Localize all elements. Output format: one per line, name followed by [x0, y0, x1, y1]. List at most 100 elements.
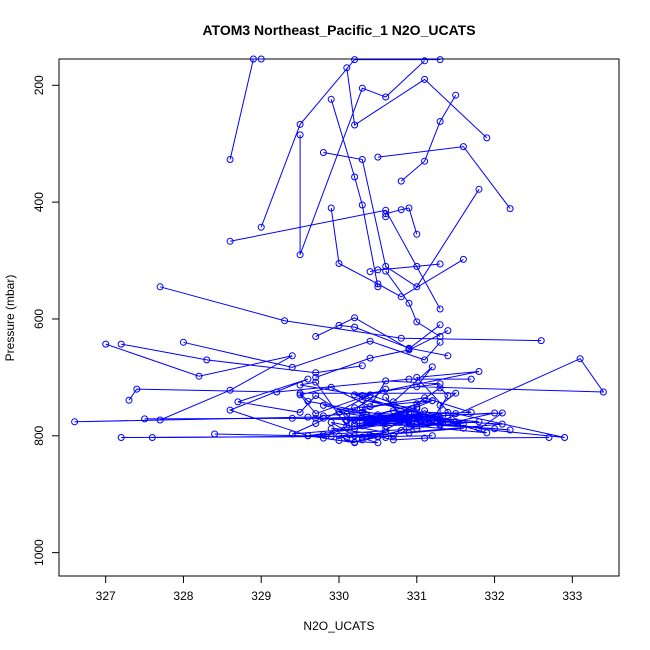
- data-point: [133, 385, 141, 393]
- data-point: [351, 438, 359, 446]
- data-point: [428, 397, 436, 405]
- data-point: [179, 338, 187, 346]
- data-point: [382, 267, 390, 275]
- series-line: [159, 286, 542, 342]
- data-point: [335, 321, 343, 329]
- data-point: [444, 418, 452, 426]
- data-point: [405, 413, 413, 421]
- data-point: [319, 401, 327, 409]
- data-point: [366, 268, 374, 276]
- data-point: [436, 380, 444, 388]
- data-point: [452, 418, 460, 426]
- data-point: [498, 409, 506, 417]
- series-13: [296, 57, 429, 259]
- x-tick-label: 329: [251, 589, 271, 603]
- data-point: [436, 321, 444, 329]
- series-line: [323, 152, 480, 288]
- y-axis: 200 400 600 800 1000: [32, 75, 60, 566]
- data-point: [467, 408, 475, 416]
- series-20: [366, 260, 444, 276]
- data-point: [358, 404, 366, 412]
- series-6: [141, 414, 421, 425]
- x-tick-label: 332: [485, 589, 505, 603]
- data-point: [467, 375, 475, 383]
- data-point: [413, 262, 421, 270]
- data-point: [382, 93, 390, 101]
- data-point: [436, 118, 444, 125]
- data-point: [498, 420, 506, 428]
- data-point: [506, 205, 514, 213]
- data-point: [382, 385, 390, 393]
- series-line: [385, 270, 441, 337]
- data-point: [413, 417, 421, 425]
- data-point: [436, 413, 444, 421]
- data-point: [428, 414, 436, 422]
- data-point: [351, 422, 359, 430]
- data-point: [452, 410, 460, 418]
- data-point: [366, 354, 374, 362]
- data-point: [319, 149, 327, 156]
- data-point: [234, 398, 242, 406]
- data-point: [382, 428, 390, 436]
- data-point: [576, 355, 584, 363]
- data-point: [397, 334, 405, 342]
- data-point: [281, 317, 289, 325]
- data-point: [312, 420, 320, 427]
- data-point: [421, 157, 429, 165]
- data-point: [421, 434, 429, 442]
- data-point: [561, 434, 569, 441]
- data-point: [366, 403, 374, 411]
- data-point: [273, 388, 281, 396]
- data-point: [475, 185, 483, 193]
- data-point: [358, 433, 366, 441]
- data-point: [102, 340, 110, 348]
- data-point: [452, 389, 460, 397]
- data-point: [599, 388, 607, 396]
- data-point: [436, 260, 444, 268]
- data-point: [257, 55, 265, 63]
- data-point: [288, 352, 296, 360]
- data-point: [335, 437, 343, 444]
- data-point: [382, 393, 390, 401]
- data-point: [428, 363, 436, 371]
- series-line: [338, 324, 448, 357]
- series-12: [257, 56, 444, 231]
- series-17: [374, 143, 514, 213]
- data-point: [358, 201, 366, 209]
- data-point: [413, 283, 421, 291]
- data-point: [351, 323, 359, 331]
- data-point: [249, 55, 257, 63]
- data-point: [257, 223, 265, 231]
- data-point: [296, 131, 304, 139]
- data-point: [491, 409, 499, 417]
- data-point: [382, 210, 390, 218]
- data-point: [296, 120, 304, 128]
- data-point: [491, 425, 499, 433]
- data-point: [382, 418, 390, 426]
- data-point: [475, 368, 483, 375]
- data-point: [382, 414, 390, 422]
- data-point: [351, 420, 359, 428]
- series-11: [226, 55, 265, 163]
- data-point: [436, 417, 444, 425]
- data-point: [343, 417, 351, 425]
- series-9: [156, 283, 545, 345]
- data-point: [226, 156, 234, 163]
- data-point: [312, 369, 320, 377]
- data-point: [397, 410, 405, 418]
- data-point: [358, 392, 366, 399]
- data-point: [288, 363, 296, 371]
- data-point: [117, 434, 125, 441]
- data-point: [343, 64, 351, 72]
- data-point: [226, 386, 234, 394]
- series-25: [335, 321, 452, 360]
- data-point: [475, 418, 483, 426]
- data-point: [421, 75, 429, 83]
- data-point: [421, 420, 429, 428]
- data-point: [366, 414, 374, 422]
- data-point: [444, 352, 452, 360]
- data-point: [374, 414, 382, 422]
- data-point: [483, 429, 491, 437]
